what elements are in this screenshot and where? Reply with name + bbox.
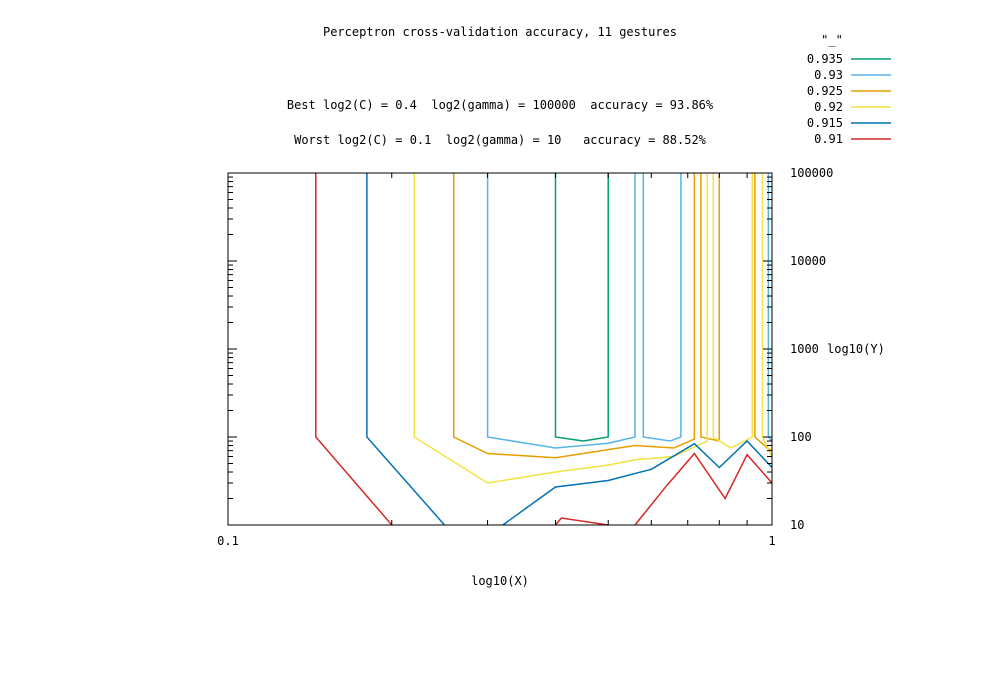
legend-label-0.915: 0.915 <box>807 116 843 130</box>
chart-subtitle-worst: Worst log2(C) = 0.1 log2(gamma) = 10 acc… <box>294 133 707 147</box>
y-axis-label: log10(Y) <box>827 342 885 356</box>
chart-title: Perceptron cross-validation accuracy, 11… <box>323 25 677 39</box>
x-axis-label: log10(X) <box>471 574 529 588</box>
contour-line-0.92-0 <box>413 173 708 484</box>
x-tick-label-0.1: 0.1 <box>217 534 239 548</box>
legend: 0.935 0.93 0.925 0.92 0.915 0.91 <box>807 52 891 146</box>
contour-line-0.92-2 <box>761 173 773 457</box>
contour-line-0.93-1 <box>642 173 682 442</box>
y-tick-label-10000: 10000 <box>790 254 826 268</box>
legend-title: "_" <box>821 33 843 47</box>
plot-frame <box>227 172 773 526</box>
tick-labels: 0.1 1 10 100 1000 10000 100000 log10(Y) <box>217 166 885 548</box>
y-tick-label-1000: 1000 <box>790 342 819 356</box>
y-tick-label-100: 100 <box>790 430 812 444</box>
legend-label-0.925: 0.925 <box>807 84 843 98</box>
chart-subtitle-best: Best log2(C) = 0.4 log2(gamma) = 100000 … <box>287 98 714 112</box>
contour-line-0.915-1 <box>502 439 773 526</box>
contour-line-0.925-1 <box>700 173 721 442</box>
legend-label-0.91: 0.91 <box>814 132 843 146</box>
contour-lines <box>315 173 773 526</box>
legend-label-0.92: 0.92 <box>814 100 843 114</box>
x-tick-label-1: 1 <box>768 534 775 548</box>
contour-line-0.935-0 <box>554 173 609 442</box>
y-tick-label-100000: 100000 <box>790 166 833 180</box>
legend-label-0.93: 0.93 <box>814 68 843 82</box>
contour-line-0.93-0 <box>486 173 636 449</box>
contour-line-0.925-0 <box>452 173 696 459</box>
axis-ticks <box>227 173 773 526</box>
contour-line-0.925-2 <box>754 173 773 452</box>
contour-line-0.91-0 <box>315 173 393 526</box>
contour-line-0.92-1 <box>712 173 754 449</box>
legend-label-0.935: 0.935 <box>807 52 843 66</box>
contour-line-0.91-1 <box>554 517 609 526</box>
contour-line-0.915-0 <box>366 173 446 526</box>
contour-line-0.91-2 <box>634 452 773 526</box>
y-tick-label-10: 10 <box>790 518 804 532</box>
